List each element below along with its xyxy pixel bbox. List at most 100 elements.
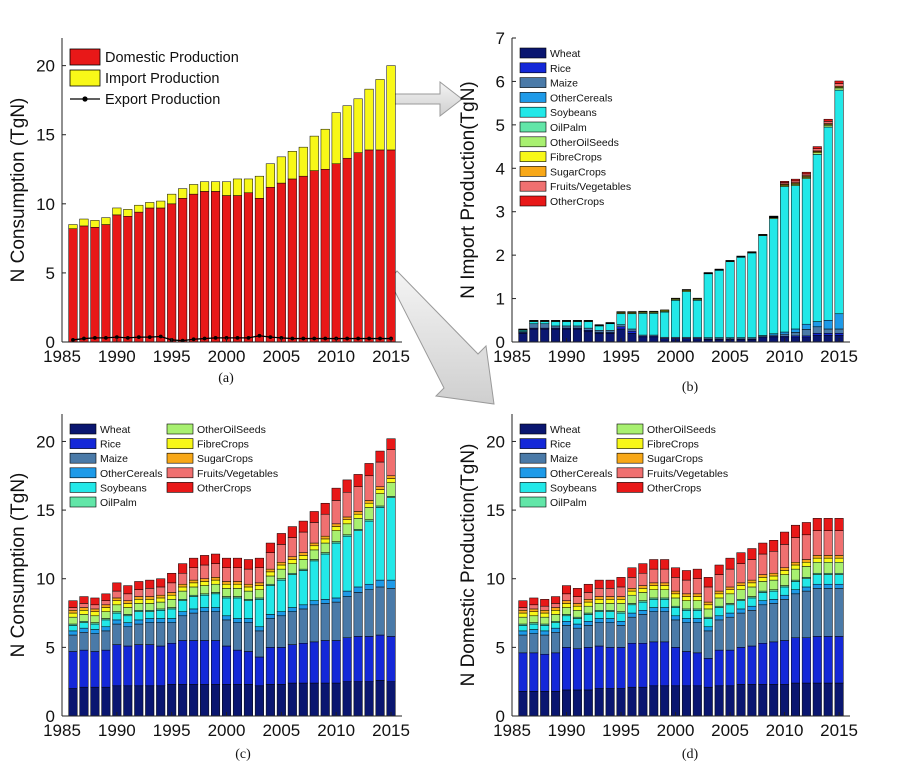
y-tick-label: 3: [496, 203, 505, 222]
legend-label: OtherCereals: [550, 92, 612, 104]
bar-maize-1999: [660, 611, 670, 643]
export-point-2002: [246, 335, 251, 340]
bar-rice-2015: [834, 636, 844, 684]
bar-fruits-vegetables-1987: [79, 603, 89, 608]
bar-wheat-2005: [276, 684, 286, 717]
x-tick-label: 1995: [602, 347, 640, 366]
legend-swatch: [519, 452, 547, 464]
bar-import-production-1994: [156, 200, 166, 209]
bar-maize-2010: [331, 601, 341, 641]
bar-fibrecrops-1990: [112, 600, 122, 606]
bar-fruits-vegetables-1997: [638, 572, 648, 586]
bar-othercrops-2010: [780, 181, 790, 183]
bar-fruits-vegetables-1995: [616, 586, 626, 597]
bar-othercrops-2012: [801, 522, 811, 536]
bar-otheroilseeds-2005: [725, 593, 735, 604]
bar-wheat-1990: [112, 685, 122, 717]
bar-otheroilseeds-2003: [703, 608, 713, 618]
bar-wheat-1999: [660, 685, 670, 717]
bar-sugarcrops-1987: [529, 608, 539, 612]
legend-swatch: [69, 69, 101, 87]
bar-otheroilseeds-2001: [681, 600, 691, 610]
y-tick-label: 4: [496, 159, 505, 178]
bar-rice-2012: [353, 636, 363, 682]
bar-maize-2012: [353, 592, 363, 637]
bar-maize-1986: [518, 634, 528, 654]
bar-import-production-1990: [112, 207, 122, 216]
export-point-1994: [158, 334, 163, 339]
bar-wheat-1996: [627, 333, 637, 343]
bar-fruits-vegetables-2009: [769, 551, 779, 574]
bar-othercrops-1999: [660, 559, 670, 570]
bar-othercereals-2002: [243, 618, 253, 623]
x-tick-label: 1995: [153, 721, 191, 740]
bar-sugarcrops-1995: [167, 592, 177, 596]
y-tick-label: 20: [36, 57, 55, 76]
x-tick-label: 1995: [153, 347, 191, 366]
bar-soybeans-1991: [572, 321, 582, 327]
bar-maize-1996: [627, 616, 637, 644]
x-tick-label: 1990: [98, 721, 136, 740]
bar-othercrops-1986: [518, 600, 528, 608]
bar-soybeans-1991: [123, 615, 133, 623]
bar-rice-2013: [812, 636, 822, 684]
bar-sugarcrops-1997: [638, 585, 648, 589]
bar-soybeans-2003: [254, 599, 264, 628]
bar-fibrecrops-2001: [681, 596, 691, 601]
bar-fruits-vegetables-2014: [823, 530, 833, 556]
bar-rice-2015: [386, 636, 396, 682]
bar-otheroilseeds-1986: [68, 616, 78, 625]
bar-othercrops-2002: [692, 568, 702, 579]
bar-rice-2000: [221, 645, 232, 685]
bar-maize-2009: [320, 603, 330, 641]
legend-label: FibreCrops: [197, 439, 249, 451]
y-tick-label: 10: [36, 195, 55, 214]
bar-maize-1988: [90, 633, 100, 652]
legend-label: OtherOilSeeds: [647, 424, 716, 436]
bar-othercrops-2009: [320, 502, 330, 515]
bar-maize-2013: [812, 326, 822, 334]
bar-fibrecrops-2010: [331, 526, 341, 531]
bar-wheat-1991: [572, 689, 582, 717]
bar-fruits-vegetables-2013: [364, 475, 374, 501]
bar-import-production-1995: [167, 193, 177, 205]
bar-otheroilseeds-2005: [276, 568, 286, 579]
legend-label: SugarCrops: [647, 453, 703, 465]
legend-label: OtherCereals: [550, 468, 612, 480]
bar-sugarcrops-1994: [156, 594, 166, 599]
bar-soybeans-1987: [529, 623, 539, 630]
bar-sugarcrops-2005: [276, 562, 286, 566]
bar-rice-1990: [562, 647, 572, 691]
bar-domestic-production-2012: [353, 152, 363, 343]
arrow-a-to-d: [388, 270, 495, 405]
bar-wheat-2005: [725, 685, 735, 717]
bar-wheat-1989: [101, 686, 111, 717]
bar-othercereals-2011: [342, 590, 352, 597]
bar-wheat-2004: [265, 684, 275, 717]
bar-rice-2006: [736, 647, 746, 685]
legend-label: OilPalm: [100, 497, 137, 509]
x-tick-label: 2000: [657, 721, 695, 740]
legend-label: OtherCrops: [647, 482, 701, 494]
bar-othercrops-2001: [232, 557, 243, 569]
y-tick-label: 2: [496, 246, 505, 265]
bar-rice-2006: [287, 644, 297, 684]
bar-maize-2011: [790, 332, 800, 337]
bar-soybeans-1993: [594, 611, 604, 619]
bar-othercrops-1995: [616, 577, 626, 588]
bar-fruits-vegetables-2012: [801, 173, 811, 176]
bar-fibrecrops-1991: [572, 605, 582, 611]
bar-rice-2004: [714, 649, 724, 687]
bar-maize-1992: [134, 623, 144, 645]
bar-othercrops-2014: [375, 450, 385, 463]
export-point-1993: [147, 335, 152, 340]
bar-fibrecrops-2013: [364, 502, 374, 508]
bar-wheat-1999: [211, 684, 221, 717]
bar-domestic-production-1997: [189, 193, 199, 343]
bar-soybeans-2008: [758, 592, 768, 601]
bar-soybeans-1999: [660, 599, 670, 608]
bar-otheroilseeds-2008: [758, 581, 768, 592]
legend-label: FibreCrops: [550, 152, 602, 164]
bar-import-production-2009: [320, 128, 330, 170]
x-tick-label: 1985: [43, 347, 81, 366]
